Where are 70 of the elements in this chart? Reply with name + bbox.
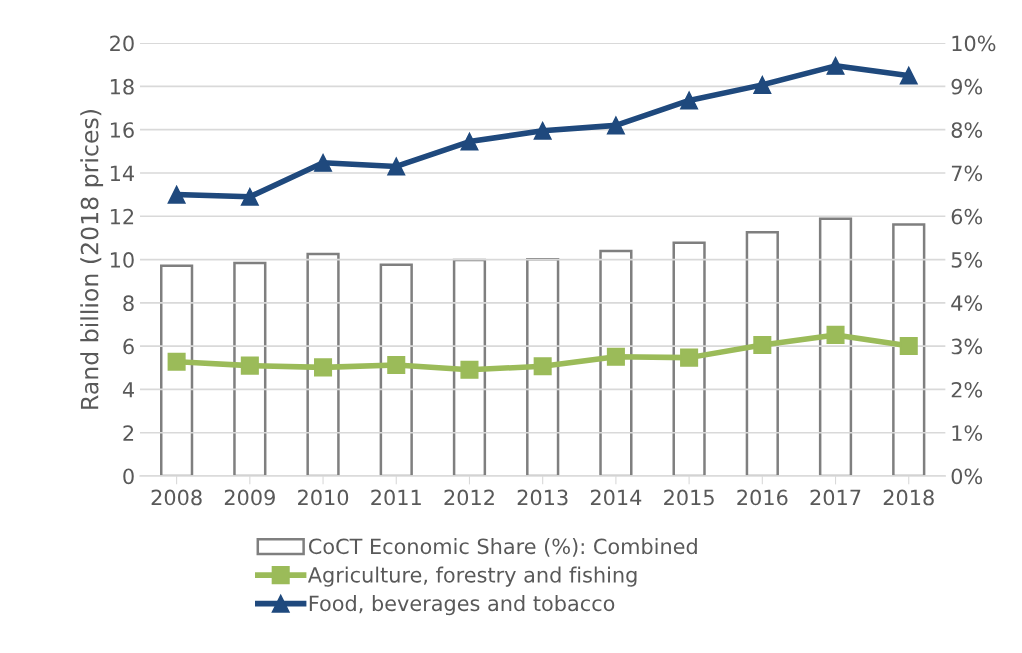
y2-tick-label: 2% bbox=[951, 381, 983, 398]
point bbox=[167, 352, 186, 371]
legend-label: Agriculture, forestry and fishing bbox=[307, 566, 637, 587]
y-tick-label: 12 bbox=[110, 208, 134, 225]
point bbox=[680, 348, 699, 367]
point bbox=[753, 336, 772, 355]
x-tick-label: 2009 bbox=[224, 489, 275, 506]
bar bbox=[672, 241, 706, 477]
point bbox=[387, 355, 406, 375]
y2-tick-label: 6% bbox=[951, 208, 983, 225]
legend-label: CoCT Economic Share (%): Combined bbox=[308, 538, 697, 557]
bar bbox=[526, 257, 560, 477]
point bbox=[240, 356, 259, 375]
legend-label: Food, beverages and tobacco bbox=[309, 595, 615, 616]
y-tick-label: 16 bbox=[110, 122, 134, 138]
bar bbox=[306, 252, 340, 477]
point bbox=[899, 66, 918, 85]
y2-tick-label: 4% bbox=[951, 295, 983, 312]
y-tick-label: 2 bbox=[123, 425, 134, 441]
bar bbox=[892, 223, 926, 477]
y2-tick-label: 10% bbox=[952, 35, 996, 52]
y2-tick-label: 9% bbox=[951, 78, 983, 95]
point bbox=[387, 157, 406, 176]
x-tick-label: 2012 bbox=[444, 489, 494, 506]
point bbox=[460, 360, 479, 379]
x-tick-label: 2013 bbox=[517, 489, 568, 506]
x-tick-label: 2017 bbox=[810, 489, 861, 506]
x-tick-label: 2008 bbox=[151, 489, 202, 506]
bar bbox=[160, 264, 194, 477]
y2-tick-label: 1% bbox=[952, 425, 983, 441]
point bbox=[753, 75, 772, 94]
x-tick-label: 2011 bbox=[371, 489, 421, 506]
y2-tick-label: 3% bbox=[951, 338, 983, 355]
point bbox=[314, 153, 333, 172]
y-tick-label: 6 bbox=[123, 338, 134, 355]
point bbox=[167, 185, 186, 204]
x-tick-label: 2014 bbox=[590, 489, 642, 506]
point bbox=[533, 121, 552, 140]
point bbox=[680, 91, 699, 110]
y-tick-label: 0 bbox=[123, 468, 134, 485]
point bbox=[240, 187, 259, 206]
point bbox=[899, 336, 918, 355]
x-tick-label: 2018 bbox=[883, 489, 934, 506]
y2-tick-label: 5% bbox=[951, 252, 983, 268]
bar bbox=[599, 249, 633, 477]
x-tick-label: 2015 bbox=[664, 489, 714, 506]
bar bbox=[745, 231, 779, 477]
bar bbox=[379, 263, 413, 477]
point bbox=[606, 116, 625, 135]
y-tick-label: 14 bbox=[110, 165, 134, 181]
point bbox=[606, 347, 625, 366]
bar bbox=[233, 261, 267, 477]
y-tick-label: 4 bbox=[122, 382, 134, 398]
y-tick-label: 20 bbox=[110, 35, 134, 52]
point bbox=[314, 358, 333, 377]
y2-tick-label: 7% bbox=[951, 165, 983, 182]
point bbox=[533, 357, 552, 376]
y-tick-label: 18 bbox=[110, 78, 134, 95]
y-axis-title: Rand billion (2018 prices) bbox=[80, 110, 104, 409]
point bbox=[826, 56, 845, 75]
y-tick-label: 10 bbox=[110, 252, 134, 268]
point bbox=[826, 325, 845, 344]
y-tick-label: 8 bbox=[123, 295, 134, 312]
bar bbox=[452, 258, 487, 477]
point bbox=[460, 132, 479, 151]
y2-tick-label: 0% bbox=[951, 468, 983, 485]
x-tick-label: 2010 bbox=[298, 489, 349, 506]
x-tick-label: 2016 bbox=[737, 489, 788, 506]
bar bbox=[818, 217, 853, 477]
y2-tick-label: 8% bbox=[951, 122, 983, 138]
